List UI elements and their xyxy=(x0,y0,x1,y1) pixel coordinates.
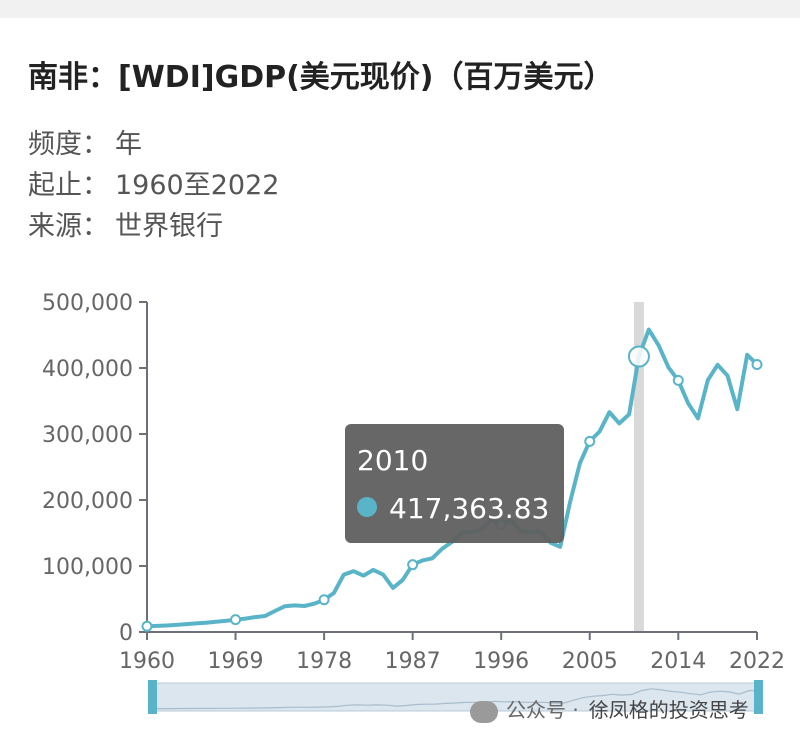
source-row: 来源： 世界银行 xyxy=(28,204,223,243)
frequency-value: 年 xyxy=(115,129,142,160)
zoom-slider-track[interactable] xyxy=(151,682,760,712)
range-value: 1960至2022 xyxy=(115,170,280,201)
data-point-marker[interactable] xyxy=(407,559,419,571)
tooltip-series-dot xyxy=(357,497,377,517)
highlighted-point[interactable] xyxy=(627,345,650,368)
y-tick-label: 200,000 xyxy=(42,489,133,514)
frequency-label: 频度： xyxy=(28,129,109,160)
watermark-prefix: 公众号 · xyxy=(506,698,579,722)
x-tick-label: 1969 xyxy=(208,649,264,674)
zoom-slider-handle-left[interactable] xyxy=(148,680,157,714)
x-tick-label: 1960 xyxy=(119,649,175,674)
x-tick-label: 2022 xyxy=(729,649,785,674)
range-label: 起止： xyxy=(28,170,109,201)
data-point-marker[interactable] xyxy=(584,435,596,447)
y-tick-label: 400,000 xyxy=(42,357,133,382)
wechat-icon xyxy=(470,700,498,723)
zoom-slider-handle-right[interactable] xyxy=(754,680,763,714)
source-label: 来源： xyxy=(28,211,109,242)
x-tick-label: 2014 xyxy=(650,649,706,674)
y-tick-label: 300,000 xyxy=(42,423,133,448)
data-point-marker[interactable] xyxy=(318,594,330,606)
data-point-marker[interactable] xyxy=(751,359,763,371)
highlight-band xyxy=(633,302,644,632)
watermark: 公众号 · 徐凤格的投资思考 xyxy=(470,694,749,723)
data-point-marker[interactable] xyxy=(230,614,242,626)
y-tick-label: 0 xyxy=(119,621,133,646)
x-tick-label: 1978 xyxy=(296,649,352,674)
source-value: 世界银行 xyxy=(115,211,223,242)
chart-title: 南非：[WDI]GDP(美元现价)（百万美元） xyxy=(28,60,614,95)
x-tick-label: 1987 xyxy=(385,649,441,674)
y-tick-label: 500,000 xyxy=(42,291,133,316)
x-tick-label: 1996 xyxy=(473,649,529,674)
tooltip-title: 2010 xyxy=(357,444,428,477)
tooltip-box xyxy=(345,424,564,543)
range-row: 起止： 1960至2022 xyxy=(28,163,279,202)
frequency-row: 频度：年 xyxy=(28,122,142,161)
watermark-name: 徐凤格的投资思考 xyxy=(588,698,749,722)
data-point-marker[interactable] xyxy=(141,620,153,632)
tooltip-value: 417,363.83 xyxy=(389,492,549,525)
data-point-marker[interactable] xyxy=(672,374,684,386)
top-strip xyxy=(0,0,800,18)
zoom-slider-preview xyxy=(152,688,760,710)
x-tick-label: 2005 xyxy=(562,649,618,674)
y-tick-label: 100,000 xyxy=(42,555,133,580)
